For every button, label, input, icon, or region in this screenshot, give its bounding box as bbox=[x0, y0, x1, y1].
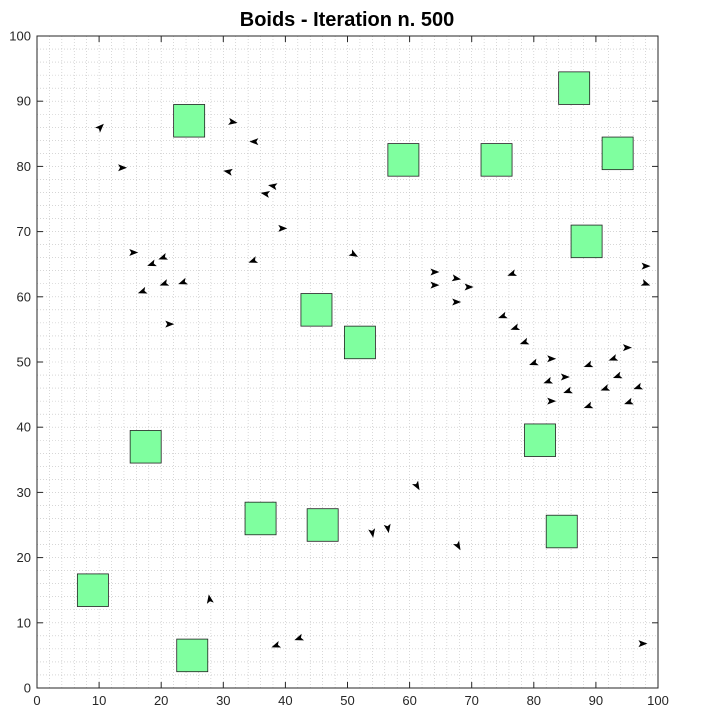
x-tick-label: 60 bbox=[402, 693, 416, 708]
boid-marker bbox=[430, 268, 440, 276]
boid-marker bbox=[158, 253, 169, 260]
obstacle-square bbox=[601, 136, 634, 171]
boid-marker bbox=[612, 371, 623, 379]
boid-marker bbox=[278, 224, 288, 232]
boid-marker bbox=[543, 376, 554, 384]
boid-marker bbox=[248, 256, 259, 263]
boid-marker bbox=[206, 594, 214, 604]
y-tick-label: 80 bbox=[17, 159, 31, 174]
obstacle-square bbox=[343, 325, 376, 360]
boid-marker bbox=[640, 279, 651, 286]
obstacle-square bbox=[570, 224, 603, 259]
axis-ticks: 0 10 20 30 40 50 60 70 80 90 100 0 10 20 30 40 50 60 70 80 9… bbox=[9, 29, 669, 709]
x-tick-label: 20 bbox=[154, 693, 168, 708]
boid-marker bbox=[118, 164, 128, 172]
y-tick-label: 50 bbox=[17, 355, 31, 370]
obstacle-square bbox=[300, 293, 333, 327]
boid-marker bbox=[137, 286, 148, 294]
y-tick-label: 60 bbox=[17, 289, 31, 304]
plot-area: 0 10 20 30 40 50 60 70 80 90 100 0 10 20 30 40 50 60 70 80 9… bbox=[9, 29, 669, 709]
y-tick-label: 70 bbox=[17, 224, 31, 239]
obstacle-square bbox=[129, 430, 162, 464]
boid-marker bbox=[608, 354, 619, 361]
x-tick-label: 40 bbox=[278, 693, 292, 708]
boid-marker bbox=[451, 274, 462, 282]
obstacle-square bbox=[387, 143, 420, 177]
boid-marker bbox=[519, 337, 530, 345]
boid-marker bbox=[178, 277, 188, 285]
chart-title: Boids - Iteration n. 500 bbox=[240, 9, 454, 31]
boid-marker bbox=[633, 382, 644, 390]
boid-marker bbox=[430, 281, 440, 289]
obstacles bbox=[76, 71, 634, 673]
y-tick-label: 90 bbox=[17, 94, 31, 109]
y-tick-label: 100 bbox=[9, 29, 31, 44]
y-tick-label: 10 bbox=[17, 615, 31, 630]
obstacle-square bbox=[176, 638, 209, 673]
boid-marker bbox=[412, 480, 420, 491]
boid-marker bbox=[368, 528, 376, 538]
boid-marker bbox=[452, 298, 462, 306]
y-tick-label: 0 bbox=[24, 681, 31, 696]
obstacle-square bbox=[480, 143, 513, 177]
x-tick-label: 100 bbox=[647, 693, 669, 708]
obstacle-square bbox=[524, 423, 556, 457]
boid-marker bbox=[147, 259, 157, 267]
obstacle-square bbox=[545, 514, 578, 549]
x-tick-label: 90 bbox=[589, 693, 603, 708]
boid-marker bbox=[622, 344, 632, 352]
obstacle-square bbox=[558, 71, 591, 105]
boid-marker bbox=[348, 249, 359, 257]
boid-marker bbox=[547, 397, 557, 405]
obstacle-square bbox=[173, 104, 206, 138]
y-tick-label: 20 bbox=[17, 550, 31, 565]
boid-marker bbox=[223, 168, 233, 176]
boids bbox=[95, 117, 651, 648]
boid-marker bbox=[260, 191, 271, 198]
x-tick-label: 0 bbox=[33, 693, 40, 708]
boid-marker bbox=[159, 279, 170, 286]
x-tick-label: 70 bbox=[464, 693, 478, 708]
boid-marker bbox=[583, 360, 594, 368]
y-tick-label: 30 bbox=[17, 485, 31, 500]
boid-marker bbox=[271, 640, 282, 648]
boid-marker bbox=[464, 283, 474, 291]
obstacle-square bbox=[306, 508, 339, 542]
boid-marker bbox=[529, 358, 539, 366]
boid-marker bbox=[268, 183, 278, 191]
x-tick-label: 50 bbox=[340, 693, 354, 708]
boid-marker bbox=[383, 523, 391, 534]
x-tick-label: 80 bbox=[527, 693, 541, 708]
boid-marker bbox=[129, 248, 139, 256]
boid-marker bbox=[453, 540, 461, 551]
boid-marker bbox=[638, 640, 648, 648]
obstacle-square bbox=[76, 573, 109, 607]
boid-marker bbox=[641, 262, 651, 270]
boid-marker bbox=[510, 323, 521, 331]
x-tick-label: 10 bbox=[92, 693, 106, 708]
x-tick-label: 30 bbox=[216, 693, 230, 708]
boid-marker bbox=[600, 384, 611, 391]
minor-grid bbox=[37, 36, 658, 688]
boid-marker bbox=[294, 633, 305, 641]
boid-marker bbox=[228, 117, 238, 125]
boid-marker bbox=[547, 355, 557, 363]
boid-marker bbox=[95, 123, 104, 133]
y-tick-label: 40 bbox=[17, 420, 31, 435]
obstacle-square bbox=[244, 501, 277, 536]
boid-marker bbox=[249, 138, 259, 146]
boid-marker bbox=[560, 373, 570, 381]
boid-marker bbox=[507, 269, 518, 276]
boid-marker bbox=[624, 397, 634, 405]
boid-marker bbox=[498, 311, 508, 319]
boid-marker bbox=[563, 386, 573, 394]
boid-marker bbox=[165, 320, 175, 328]
boid-marker bbox=[583, 401, 594, 409]
